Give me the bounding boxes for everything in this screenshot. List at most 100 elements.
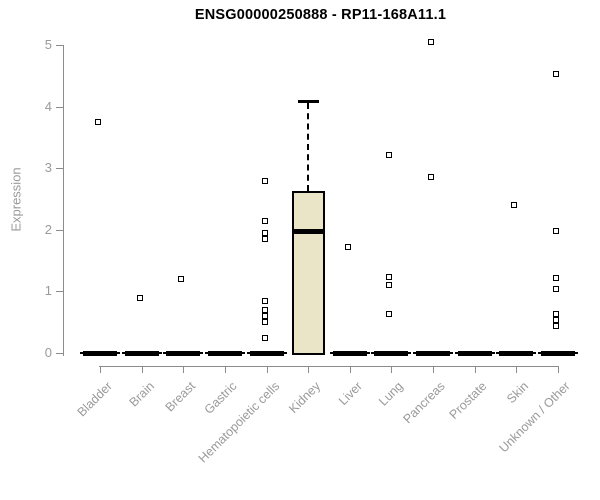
y-tick-label: 4 <box>44 99 52 114</box>
outlier-point <box>511 202 517 208</box>
upper-whisker-line <box>307 103 309 191</box>
outlier-point <box>262 230 268 236</box>
outlier-point <box>386 152 392 158</box>
whisker-cap-right <box>533 352 536 354</box>
outlier-point <box>178 276 184 282</box>
outlier-point <box>137 295 143 301</box>
x-tick-label: Pancreas <box>400 379 448 427</box>
x-axis-tick <box>225 366 226 373</box>
y-axis-tick <box>56 45 63 46</box>
collapsed-box <box>416 351 450 356</box>
outlier-point <box>95 119 101 125</box>
whisker-cap-left <box>538 352 541 354</box>
collapsed-box <box>125 351 159 356</box>
x-tick-label: Kidney <box>285 379 323 416</box>
upper-whisker-cap <box>298 100 319 103</box>
whisker-cap-right <box>284 352 287 354</box>
outlier-point <box>553 311 559 317</box>
whisker-cap-right <box>575 352 578 354</box>
outlier-point <box>262 307 268 313</box>
collapsed-box <box>333 351 367 356</box>
outlier-point <box>553 323 559 329</box>
outlier-point <box>262 319 268 325</box>
outlier-point <box>553 317 559 323</box>
y-tick-label: 3 <box>44 160 52 175</box>
x-tick-label: Liver <box>335 379 365 409</box>
outlier-point <box>262 236 268 242</box>
collapsed-box <box>541 351 575 356</box>
y-axis-tick <box>56 230 63 231</box>
outlier-point <box>386 282 392 288</box>
outlier-point <box>553 71 559 77</box>
collapsed-box <box>166 351 200 356</box>
x-axis-tick <box>516 366 517 373</box>
y-tick-label: 0 <box>44 345 52 360</box>
outlier-point <box>553 286 559 292</box>
outlier-point <box>262 298 268 304</box>
outlier-point <box>386 311 392 317</box>
whisker-cap-right <box>367 352 370 354</box>
outlier-point <box>428 174 434 180</box>
whisker-cap-left <box>330 352 333 354</box>
x-axis-tick <box>558 366 559 373</box>
chart-title: ENSG00000250888 - RP11-168A11.1 <box>194 7 447 23</box>
x-tick-label: Hematopoietic cells <box>195 379 282 466</box>
outlier-point <box>553 275 559 281</box>
whisker-cap-left <box>371 352 374 354</box>
x-tick-label: Lung <box>376 379 406 409</box>
outlier-point <box>428 39 434 45</box>
outlier-point <box>262 335 268 341</box>
x-axis-tick <box>267 366 268 373</box>
y-tick-label: 5 <box>44 37 52 52</box>
collapsed-box <box>208 351 242 356</box>
x-axis-tick <box>142 366 143 373</box>
outlier-point <box>262 218 268 224</box>
whisker-cap-left <box>80 352 83 354</box>
x-axis-line <box>99 366 559 367</box>
whisker-cap-left <box>413 352 416 354</box>
median-line <box>294 229 323 234</box>
y-axis-tick <box>56 353 63 354</box>
collapsed-box <box>499 351 533 356</box>
y-axis-line <box>63 45 64 356</box>
iqr-box <box>292 191 325 355</box>
whisker-cap-left <box>205 352 208 354</box>
outlier-point <box>345 244 351 250</box>
x-tick-label: Bladder <box>74 379 115 420</box>
x-axis-tick <box>350 366 351 373</box>
x-tick-label: Prostate <box>447 379 490 422</box>
x-tick-label: Breast <box>162 379 198 415</box>
x-axis-tick <box>183 366 184 373</box>
outlier-point <box>262 178 268 184</box>
x-tick-label: Gastric <box>202 379 240 417</box>
collapsed-box <box>83 351 117 356</box>
x-tick-label: Brain <box>126 379 157 410</box>
whisker-cap-right <box>117 352 120 354</box>
whisker-cap-right <box>492 352 495 354</box>
whisker-cap-right <box>200 352 203 354</box>
y-axis-tick <box>56 291 63 292</box>
x-axis-tick <box>100 366 101 373</box>
x-axis-tick <box>391 366 392 373</box>
y-tick-label: 2 <box>44 222 52 237</box>
x-axis-tick <box>475 366 476 373</box>
whisker-cap-right <box>242 352 245 354</box>
whisker-cap-left <box>122 352 125 354</box>
whisker-cap-left <box>455 352 458 354</box>
collapsed-box <box>250 351 284 356</box>
whisker-cap-right <box>159 352 162 354</box>
collapsed-box <box>458 351 492 356</box>
x-tick-label: Skin <box>503 379 531 407</box>
collapsed-box <box>374 351 408 356</box>
outlier-point <box>262 313 268 319</box>
whisker-cap-left <box>496 352 499 354</box>
outlier-point <box>553 228 559 234</box>
whisker-cap-right <box>408 352 411 354</box>
whisker-cap-left <box>247 352 250 354</box>
outlier-point <box>386 274 392 280</box>
x-axis-tick <box>308 366 309 373</box>
whisker-cap-right <box>450 352 453 354</box>
y-axis-tick <box>56 168 63 169</box>
